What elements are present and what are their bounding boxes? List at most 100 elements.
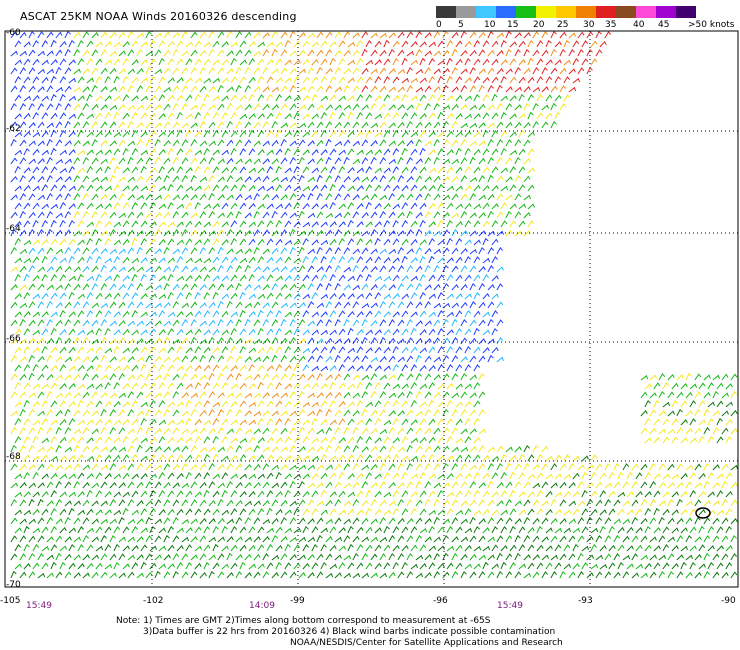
wind-barb <box>388 427 396 435</box>
wind-barb <box>487 284 495 291</box>
wind-barb <box>401 93 408 102</box>
wind-barb <box>131 201 138 210</box>
wind-barb <box>77 544 84 552</box>
wind-barb <box>541 463 549 471</box>
wind-barb <box>343 301 351 309</box>
wind-barb <box>469 428 477 435</box>
wind-barb <box>253 356 261 363</box>
wind-barb <box>469 122 478 129</box>
time-label-2: 14:09 <box>249 601 275 611</box>
wind-barb <box>523 572 531 579</box>
wind-barb <box>32 419 41 426</box>
wind-barb <box>541 121 549 129</box>
wind-barb <box>689 508 697 516</box>
wind-barb <box>28 211 36 219</box>
wind-barb <box>730 571 738 579</box>
wind-barb <box>203 291 210 300</box>
wind-barb <box>289 50 297 57</box>
wind-barb <box>460 372 467 381</box>
colorbar-label: 10 <box>484 20 496 30</box>
wind-barb <box>149 76 157 84</box>
wind-barb <box>28 228 35 237</box>
wind-barb <box>217 31 225 39</box>
wind-barb <box>545 455 553 462</box>
wind-barb <box>473 239 481 246</box>
wind-barb <box>86 131 94 138</box>
wind-barb <box>397 498 404 507</box>
wind-barb <box>208 48 215 57</box>
wind-barb <box>221 167 229 174</box>
wind-barb <box>721 392 729 399</box>
wind-barb <box>370 248 378 255</box>
wind-barb <box>55 480 62 489</box>
wind-barb <box>320 40 328 48</box>
wind-barb <box>325 464 333 471</box>
wind-barb <box>104 563 112 570</box>
wind-barb <box>311 113 319 120</box>
wind-barb <box>451 31 459 39</box>
wind-barb <box>235 176 243 183</box>
wind-barb <box>176 40 184 48</box>
wind-barb <box>172 373 180 381</box>
wind-barb <box>50 365 58 372</box>
wind-barb <box>293 382 301 390</box>
wind-barb <box>91 121 99 129</box>
wind-barb <box>248 93 255 102</box>
wind-barb <box>19 139 27 147</box>
wind-barb <box>388 158 396 165</box>
wind-barb <box>136 157 144 165</box>
wind-barb <box>113 543 120 552</box>
wind-barb <box>289 337 297 345</box>
wind-barb <box>703 517 711 525</box>
wind-barb <box>631 463 639 471</box>
wind-barb <box>194 400 202 408</box>
wind-barb <box>190 85 198 93</box>
wind-barb <box>509 562 516 570</box>
wind-barb <box>262 337 270 345</box>
wind-barb <box>50 526 57 534</box>
wind-barb <box>424 85 432 93</box>
wind-barb <box>37 301 45 309</box>
wind-barb <box>572 77 580 84</box>
wind-barb <box>361 374 369 381</box>
wind-barb <box>424 338 432 345</box>
wind-barb <box>91 282 98 291</box>
wind-barb <box>212 256 220 264</box>
wind-barb <box>203 508 211 516</box>
wind-barb <box>122 454 130 462</box>
wind-barb <box>482 490 490 498</box>
wind-barb <box>505 86 513 93</box>
wind-barb <box>289 571 297 579</box>
wind-barb <box>433 427 441 435</box>
wind-barb <box>28 464 36 471</box>
wind-barb <box>19 103 26 111</box>
wind-barb <box>172 570 179 579</box>
wind-barb <box>41 239 49 246</box>
wind-barb <box>451 283 459 291</box>
wind-barb <box>365 112 373 120</box>
wind-barb <box>145 230 153 237</box>
wind-barb <box>14 202 22 210</box>
wind-barb <box>316 157 324 165</box>
wind-barb <box>127 120 134 129</box>
wind-barb <box>491 275 499 282</box>
wind-barb <box>14 563 22 570</box>
wind-barb <box>244 212 252 219</box>
wind-barb <box>442 158 451 165</box>
wind-barb <box>302 383 310 390</box>
wind-barb <box>361 85 369 93</box>
wind-barb <box>226 428 234 435</box>
wind-barb <box>527 527 535 534</box>
wind-barb <box>568 535 576 543</box>
wind-barb <box>149 311 157 318</box>
wind-barb <box>176 490 184 498</box>
wind-barb <box>415 138 422 147</box>
wind-barb <box>280 410 288 417</box>
wind-barb <box>167 525 174 534</box>
wind-barb <box>460 500 468 507</box>
wind-barb <box>46 554 54 561</box>
wind-barb <box>14 509 22 516</box>
wind-barb <box>217 176 225 183</box>
wind-barb <box>635 472 643 480</box>
wind-barb <box>437 563 445 570</box>
